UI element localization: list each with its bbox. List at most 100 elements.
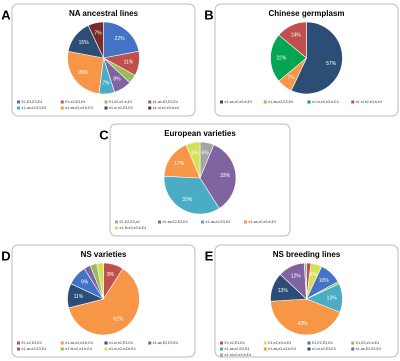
data-label: 8% xyxy=(113,77,121,83)
legend-swatch xyxy=(220,347,223,351)
data-label: 33% xyxy=(182,197,193,203)
legend-label: e1-as,e2,E3,E4 xyxy=(225,347,250,351)
pie-slice xyxy=(103,21,140,59)
legend-label: e1-nl,e2,E3,E4 xyxy=(109,106,133,110)
data-label: 26% xyxy=(78,70,89,76)
legend-label: E1,E2,E3,E4 xyxy=(22,100,43,104)
pie-slice xyxy=(87,21,104,59)
legend-swatch xyxy=(17,347,20,351)
data-label: 9% xyxy=(107,272,115,278)
legend-swatch xyxy=(104,106,108,110)
legend-label: e1-as,e2,E3,E4 xyxy=(22,347,47,351)
legend-swatch xyxy=(220,353,223,357)
data-label: 22% xyxy=(115,36,126,42)
legend-label: e1-as,E2,E3,E4 xyxy=(163,220,188,224)
data-label: 43% xyxy=(298,321,309,327)
panel-label: D xyxy=(1,248,10,263)
legend-swatch xyxy=(148,106,152,110)
legend-label: E1,e2,E3,E4 xyxy=(225,341,245,345)
legend-label: e1-as,e2,e3-tr,E4 xyxy=(65,106,93,110)
legend-swatch xyxy=(60,100,64,104)
legend-swatch xyxy=(220,100,223,104)
data-label: 9% xyxy=(81,280,89,286)
legend-label: e1-as,e2,e3-tr,E4 xyxy=(65,341,93,345)
pie-slice xyxy=(303,262,307,300)
panel-label: A xyxy=(1,7,11,22)
data-label: 57% xyxy=(326,61,337,67)
legend-swatch xyxy=(263,341,267,345)
legend-label: E1,E2,e3-tr,E4 xyxy=(356,341,379,345)
data-label: 13% xyxy=(278,288,289,294)
data-label: 11% xyxy=(124,59,134,65)
data-label: 6% xyxy=(191,151,199,157)
data-label: 10% xyxy=(319,278,330,284)
panel-label: E xyxy=(205,248,214,263)
legend-swatch xyxy=(263,100,267,104)
data-label: 33% xyxy=(220,173,231,179)
legend-label: e1-as,e2,E3,E4 xyxy=(206,220,231,224)
pie-slice xyxy=(96,262,104,300)
data-label: 7% xyxy=(102,80,110,86)
data-label: 7% xyxy=(287,75,295,81)
legend-label: e1-nl,e2,E3,E4 xyxy=(312,347,336,351)
legend-swatch xyxy=(351,100,355,104)
pie-slice xyxy=(67,50,104,95)
legend-swatch xyxy=(60,341,64,345)
legend-swatch xyxy=(17,341,20,345)
pie-slice xyxy=(163,175,220,215)
legend-label: E1,e2,E3,E4 xyxy=(22,341,42,345)
chart-title: NA ancestral lines xyxy=(69,9,139,18)
legend-swatch xyxy=(115,226,118,230)
pie-slice xyxy=(290,21,343,95)
pie-slice xyxy=(185,141,201,179)
legend-label: E1,e2,e3-tr,E4 xyxy=(268,341,291,345)
legend-swatch xyxy=(60,106,64,110)
data-label: 15% xyxy=(79,40,90,46)
legend-swatch xyxy=(307,341,311,345)
data-label: 14% xyxy=(291,33,302,39)
legend-swatch xyxy=(351,341,355,345)
chart-title: NS varieties xyxy=(81,250,127,259)
legend-swatch xyxy=(244,220,247,224)
legend-swatch xyxy=(201,220,204,224)
legend-label: e1-fs,e2,e3-tr,E4 xyxy=(120,226,147,230)
legend-swatch xyxy=(148,100,152,104)
legend-label: e1-nl,e2,e3-tr,E4 xyxy=(109,347,136,351)
legend-label: e1-as,E2,E3,E4 xyxy=(153,100,178,104)
legend-swatch xyxy=(115,220,118,224)
data-label: 7% xyxy=(94,31,102,37)
data-label: 5% xyxy=(310,272,318,278)
data-label: 17% xyxy=(174,161,185,167)
legend-swatch xyxy=(104,100,108,104)
panel-label: B xyxy=(204,7,213,22)
legend-swatch xyxy=(263,347,267,351)
legend-swatch xyxy=(148,341,152,345)
legend-swatch xyxy=(307,100,311,104)
chart-title: European varieties xyxy=(164,129,236,138)
legend-swatch xyxy=(17,106,20,110)
legend-swatch xyxy=(60,347,64,351)
legend-label: E1,E2,E3,E4 xyxy=(312,341,333,345)
pie-slice xyxy=(199,144,237,209)
legend-label: e1-nl,e2,e3-tr,E4 xyxy=(312,100,339,104)
legend-label: e1-as,E2,E3,E4 xyxy=(356,347,381,351)
pie-slice xyxy=(163,144,201,179)
legend-label: e1-fs,e2,e3-tr,E4 xyxy=(65,347,92,351)
legend-swatch xyxy=(104,347,108,351)
data-label: 12% xyxy=(291,274,302,280)
legend-label: e1-as,E2,E3,E4 xyxy=(153,341,178,345)
legend-label: E1,e2,e3-tr,E4 xyxy=(109,100,132,104)
legend-label: e1-nl,e2,e3-tr,E4 xyxy=(225,353,252,357)
legend-swatch xyxy=(220,341,223,345)
legend-swatch xyxy=(104,341,108,345)
legend-label: E1,E2,E3,e4 xyxy=(120,220,140,224)
legend-label: e1-nl,e2,e3-tr,e4 xyxy=(153,106,179,110)
data-label: 13% xyxy=(327,296,338,302)
legend-label: e1-as,e2,E3,E4 xyxy=(268,100,293,104)
pie-slice xyxy=(270,298,341,336)
legend-label: e1-as,e2,E3,E4 xyxy=(22,106,47,110)
data-label: 11% xyxy=(74,294,84,300)
data-label: 6% xyxy=(201,151,209,157)
legend-swatch xyxy=(158,220,161,224)
